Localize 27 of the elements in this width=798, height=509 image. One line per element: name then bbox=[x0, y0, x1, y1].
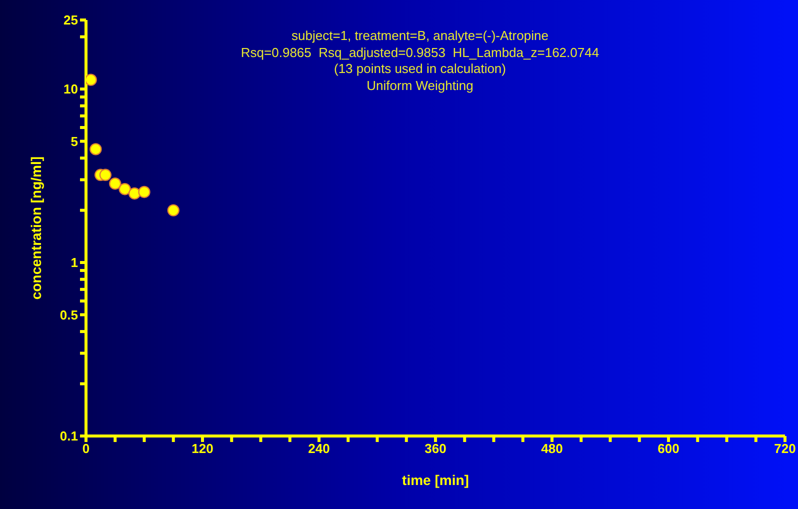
point bbox=[90, 143, 102, 156]
x-tick-label: 240 bbox=[308, 441, 330, 456]
x-tick-label: 720 bbox=[774, 441, 796, 456]
point bbox=[128, 187, 141, 200]
text: Rsq=0.9865 Rsq_adjusted=0.9853 HL_Lambda_z=162.0744 bbox=[240, 44, 600, 61]
x-tick-label: 120 bbox=[192, 441, 214, 456]
x-tick-label: 360 bbox=[424, 441, 446, 456]
y-tick-label: 5 bbox=[70, 134, 78, 149]
point bbox=[118, 182, 131, 196]
x-tick-label: 480 bbox=[541, 441, 563, 456]
y-tick-label: 25 bbox=[64, 12, 78, 28]
point bbox=[138, 186, 150, 198]
annotation: Uniform Weighting bbox=[366, 78, 474, 94]
point bbox=[99, 168, 112, 181]
point bbox=[86, 74, 97, 86]
y-tick-label: 0.5 bbox=[60, 307, 78, 322]
x-tick-label: 0 bbox=[82, 441, 90, 456]
point bbox=[109, 178, 122, 190]
y-tick-label: 1 bbox=[70, 255, 78, 270]
y-axis-title: concentration [ng/ml] bbox=[28, 156, 44, 300]
x-tick-label: 600 bbox=[658, 441, 680, 456]
text: subject=1, treatment=B, analyte=(-)-Atropine bbox=[290, 28, 550, 44]
x-axis-title: time [min] bbox=[402, 472, 469, 488]
annotation: (13 points used in calculation) bbox=[333, 61, 507, 78]
y-tick-label: 0.1 bbox=[60, 428, 78, 444]
y-tick-label: 10 bbox=[64, 82, 78, 97]
point bbox=[167, 204, 180, 216]
